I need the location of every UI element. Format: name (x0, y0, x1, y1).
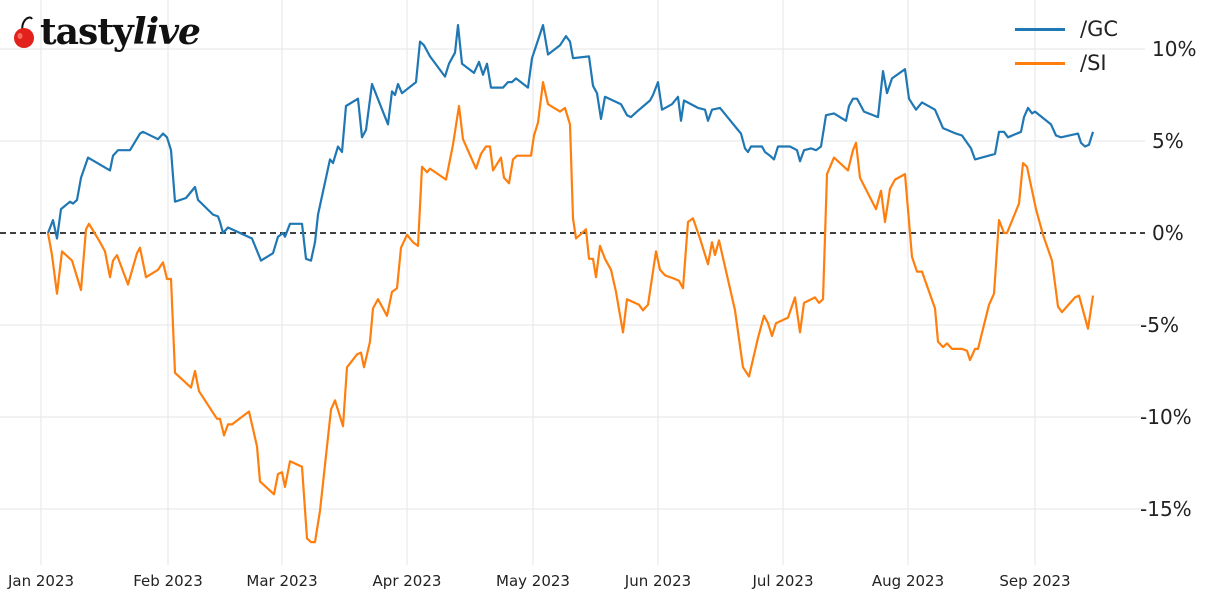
chart-legend: /GC /SI (1015, 12, 1118, 80)
legend-item-si: /SI (1015, 46, 1118, 80)
x-tick-label: Mar 2023 (246, 572, 318, 590)
x-tick-label: Sep 2023 (999, 572, 1071, 590)
x-tick-label: Aug 2023 (871, 572, 945, 590)
x-tick-label: Apr 2023 (372, 572, 442, 590)
y-tick-label: 0% (1152, 221, 1184, 245)
logo-text-tasty: tasty (40, 11, 134, 53)
logo-text-live: live (132, 11, 201, 53)
y-tick-label: -15% (1140, 497, 1192, 521)
legend-item-gc: /GC (1015, 12, 1118, 46)
cherry-icon (14, 16, 34, 48)
series-lines (46, 24, 1095, 544)
x-tick-label: Jun 2023 (624, 572, 692, 590)
gridlines (0, 0, 1145, 565)
y-tick-label: 10% (1152, 37, 1197, 61)
x-tick-label: May 2023 (496, 572, 570, 590)
y-tick-label: -5% (1140, 313, 1179, 337)
legend-swatch-gc (1015, 27, 1065, 31)
series-line-si (46, 80, 1095, 544)
legend-swatch-si (1015, 61, 1065, 65)
legend-label-si: /SI (1080, 51, 1107, 75)
y-tick-label: 5% (1152, 129, 1184, 153)
legend-label-gc: /GC (1080, 17, 1119, 41)
x-tick-label: Feb 2023 (133, 572, 203, 590)
tastylive-logo: tastylive (10, 11, 201, 53)
series-line-gc (46, 24, 1095, 262)
logo-wordmark: tastylive (40, 11, 201, 53)
x-tick-label: Jan 2023 (7, 572, 75, 590)
x-tick-label: Jul 2023 (752, 572, 814, 590)
y-tick-label: -10% (1140, 405, 1192, 429)
